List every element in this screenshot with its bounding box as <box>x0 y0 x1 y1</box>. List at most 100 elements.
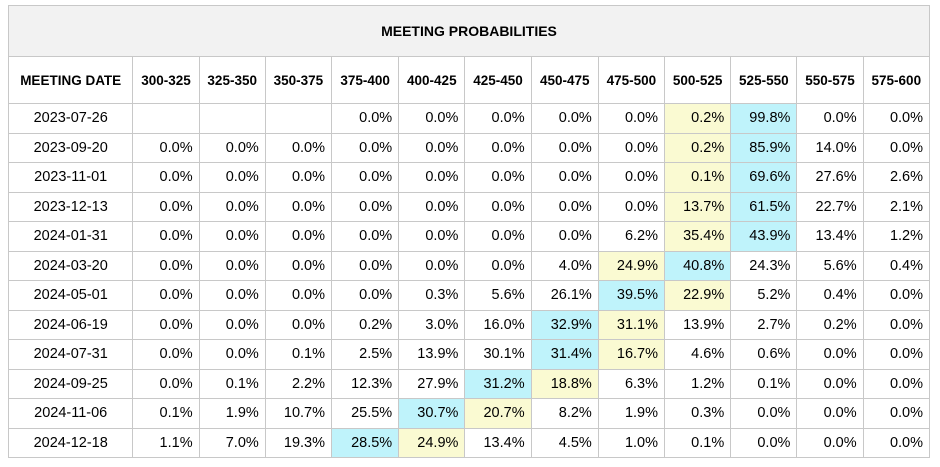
probability-cell: 16.7% <box>597 339 666 370</box>
probability-cell: 0.0% <box>132 221 200 252</box>
probability-cell: 0.0% <box>398 162 466 193</box>
probability-cell: 0.0% <box>796 339 864 370</box>
column-header-400-425: 400-425 <box>398 56 466 104</box>
probability-cell: 0.0% <box>398 191 466 222</box>
probability-cell: 85.9% <box>730 132 798 163</box>
probability-cell: 0.0% <box>198 309 266 340</box>
probability-cell: 31.2% <box>464 368 532 399</box>
meeting-date-cell: 2023-11-01 <box>7 162 134 193</box>
meeting-date-cell: 2023-09-20 <box>7 132 134 163</box>
column-header-325-350: 325-350 <box>198 56 266 104</box>
probability-cell: 0.3% <box>664 398 732 429</box>
probability-cell: 13.9% <box>664 309 732 340</box>
table-row: 2024-03-20 0.0% 0.0% 0.0% 0.0% 0.0% 0.0% 4.0% 24… <box>7 250 931 281</box>
column-header-300-325: 300-325 <box>132 56 200 104</box>
probability-cell: 0.0% <box>330 250 400 281</box>
probability-cell: 0.0% <box>398 221 466 252</box>
table-row: 2024-12-18 1.1% 7.0% 19.3% 28.5% 24.9% 13.4% 4.… <box>7 427 931 458</box>
table-title: MEETING PROBABILITIES <box>8 5 930 57</box>
column-header-525-550: 525-550 <box>730 56 798 104</box>
probability-cell: 0.0% <box>330 162 400 193</box>
probability-cell: 0.0% <box>464 191 532 222</box>
probability-cell: 99.8% <box>730 103 798 134</box>
probability-cell: 0.0% <box>264 132 333 163</box>
probability-cell: 13.9% <box>398 339 466 370</box>
probability-cell: 1.1% <box>132 427 200 458</box>
probability-cell: 2.2% <box>264 368 333 399</box>
column-header-meeting-date: MEETING DATE <box>7 56 134 104</box>
probability-cell: 22.9% <box>664 280 732 311</box>
probability-cell: 0.0% <box>796 398 864 429</box>
probability-cell: 0.1% <box>132 398 200 429</box>
probability-cell: 0.0% <box>132 132 200 163</box>
probability-cell: 26.1% <box>530 280 599 311</box>
table-row: 2024-05-01 0.0% 0.0% 0.0% 0.0% 0.3% 5.6% 26.1% 3… <box>7 280 931 311</box>
table-row: 2023-07-26 0.0% 0.0% 0.0% 0.0% 0.0% 0.2% 99.8% 0… <box>7 103 931 134</box>
probability-cell: 0.0% <box>862 339 931 370</box>
probability-cell: 0.0% <box>132 250 200 281</box>
table-row: 2024-01-31 0.0% 0.0% 0.0% 0.0% 0.0% 0.0% 0.0% 6.… <box>7 221 931 252</box>
probability-cell: 30.7% <box>398 398 466 429</box>
probability-cell: 4.5% <box>530 427 599 458</box>
probability-cell: 0.0% <box>330 103 400 134</box>
column-header-425-450: 425-450 <box>464 56 532 104</box>
meeting-date-cell: 2024-05-01 <box>7 280 134 311</box>
probability-cell: 0.0% <box>264 162 333 193</box>
column-header-500-525: 500-525 <box>664 56 732 104</box>
probability-cell: 8.2% <box>530 398 599 429</box>
meeting-date-cell: 2024-07-31 <box>7 339 134 370</box>
probability-cell: 0.0% <box>796 103 864 134</box>
probability-cell: 0.0% <box>264 221 333 252</box>
probability-cell: 1.9% <box>198 398 266 429</box>
probability-cell: 5.6% <box>796 250 864 281</box>
probability-cell: 0.2% <box>330 309 400 340</box>
probability-cell: 27.9% <box>398 368 466 399</box>
probability-cell: 14.0% <box>796 132 864 163</box>
probability-cell: 0.0% <box>264 250 333 281</box>
probability-cell: 0.2% <box>664 103 732 134</box>
probability-cell: 4.6% <box>664 339 732 370</box>
probability-cell: 0.0% <box>132 191 200 222</box>
probability-cell: 0.0% <box>862 309 931 340</box>
probability-cell: 0.0% <box>730 398 798 429</box>
probability-cell: 22.7% <box>796 191 864 222</box>
probability-cell: 0.1% <box>264 339 333 370</box>
probability-cell: 28.5% <box>330 427 400 458</box>
probability-cell: 0.0% <box>264 191 333 222</box>
probability-cell: 0.0% <box>530 221 599 252</box>
probability-cell: 1.9% <box>597 398 666 429</box>
probability-cell: 0.0% <box>330 280 400 311</box>
probability-cell: 0.0% <box>330 221 400 252</box>
probability-cell: 20.7% <box>464 398 532 429</box>
probability-cell: 0.0% <box>198 132 266 163</box>
probability-cell: 30.1% <box>464 339 532 370</box>
meeting-date-cell: 2024-11-06 <box>7 398 134 429</box>
probability-cell: 0.0% <box>862 427 931 458</box>
table-row: 2024-06-19 0.0% 0.0% 0.0% 0.2% 3.0% 16.0% 32.9%… <box>7 309 931 340</box>
probability-cell: 0.0% <box>464 250 532 281</box>
probability-cell: 0.0% <box>198 280 266 311</box>
probability-cell: 0.0% <box>464 221 532 252</box>
probability-cell: 4.0% <box>530 250 599 281</box>
meeting-probabilities-panel: MEETING PROBABILITIES MEETING DATE 300-3… <box>7 5 931 463</box>
probability-cell <box>198 103 266 134</box>
table-row: 2023-09-20 0.0% 0.0% 0.0% 0.0% 0.0% 0.0% 0.0% 0.… <box>7 132 931 163</box>
probability-cell: 6.3% <box>597 368 666 399</box>
probability-cell: 31.1% <box>597 309 666 340</box>
probability-cell: 0.6% <box>730 339 798 370</box>
probability-cell: 25.5% <box>330 398 400 429</box>
probability-cell: 2.5% <box>330 339 400 370</box>
probability-cell: 0.0% <box>132 309 200 340</box>
probability-cell: 10.7% <box>264 398 333 429</box>
probability-cell: 0.0% <box>862 103 931 134</box>
probability-cell <box>264 103 333 134</box>
probability-cell: 12.3% <box>330 368 400 399</box>
table-row: 2023-12-13 0.0% 0.0% 0.0% 0.0% 0.0% 0.0% 0.0% 0.… <box>7 191 931 222</box>
table-row: 2024-07-31 0.0% 0.0% 0.1% 2.5% 13.9% 30.1% 31.4… <box>7 339 931 370</box>
meeting-date-cell: 2023-07-26 <box>7 103 134 134</box>
probability-cell: 3.0% <box>398 309 466 340</box>
probability-cell: 0.0% <box>597 132 666 163</box>
probability-cell: 43.9% <box>730 221 798 252</box>
probability-cell <box>132 103 200 134</box>
probability-cell: 0.0% <box>597 103 666 134</box>
